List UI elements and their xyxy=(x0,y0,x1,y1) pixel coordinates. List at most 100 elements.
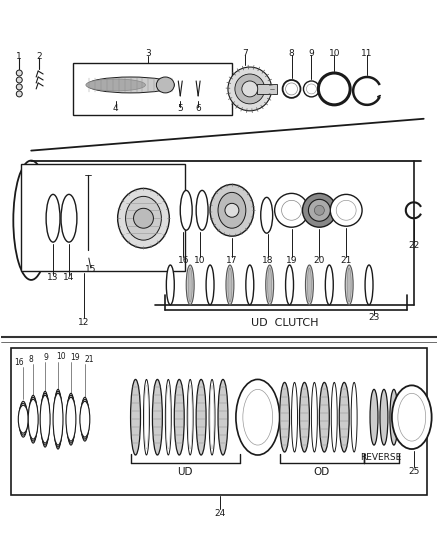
Ellipse shape xyxy=(134,208,153,228)
Text: 16: 16 xyxy=(177,255,189,264)
Ellipse shape xyxy=(225,203,239,217)
Ellipse shape xyxy=(61,195,77,242)
Ellipse shape xyxy=(209,379,215,455)
Ellipse shape xyxy=(336,200,356,220)
Text: 21: 21 xyxy=(340,255,352,264)
Ellipse shape xyxy=(218,192,246,228)
Text: 5: 5 xyxy=(177,104,183,114)
Ellipse shape xyxy=(266,265,274,305)
Text: 20: 20 xyxy=(314,255,325,264)
Ellipse shape xyxy=(330,195,362,226)
Ellipse shape xyxy=(325,265,333,305)
Ellipse shape xyxy=(235,74,265,104)
Ellipse shape xyxy=(311,382,318,452)
Ellipse shape xyxy=(152,379,162,455)
Text: 1: 1 xyxy=(16,52,22,61)
Ellipse shape xyxy=(319,382,329,452)
Ellipse shape xyxy=(46,195,60,242)
Ellipse shape xyxy=(218,379,228,455)
Ellipse shape xyxy=(380,389,388,445)
Text: 13: 13 xyxy=(47,273,59,282)
Ellipse shape xyxy=(67,395,75,443)
Ellipse shape xyxy=(19,403,28,435)
Ellipse shape xyxy=(307,268,311,302)
Ellipse shape xyxy=(300,382,309,452)
Ellipse shape xyxy=(347,268,351,302)
Ellipse shape xyxy=(54,389,62,449)
Ellipse shape xyxy=(80,401,90,437)
Text: 9: 9 xyxy=(44,353,49,362)
Ellipse shape xyxy=(131,379,141,455)
Ellipse shape xyxy=(228,67,272,111)
Ellipse shape xyxy=(282,200,301,220)
Ellipse shape xyxy=(180,190,192,230)
Text: UD: UD xyxy=(177,467,193,477)
Text: 19: 19 xyxy=(70,353,80,362)
Ellipse shape xyxy=(268,268,272,302)
Ellipse shape xyxy=(87,77,174,93)
Ellipse shape xyxy=(67,393,75,445)
Ellipse shape xyxy=(28,399,38,439)
Ellipse shape xyxy=(126,196,161,240)
Ellipse shape xyxy=(166,385,170,449)
Ellipse shape xyxy=(392,385,431,449)
Ellipse shape xyxy=(188,268,192,302)
Ellipse shape xyxy=(279,382,290,452)
Ellipse shape xyxy=(304,81,319,97)
Ellipse shape xyxy=(174,379,184,455)
Text: 4: 4 xyxy=(113,104,118,114)
Text: 7: 7 xyxy=(242,49,248,58)
Ellipse shape xyxy=(236,379,279,455)
Ellipse shape xyxy=(307,84,316,94)
Text: OD: OD xyxy=(314,467,330,477)
Ellipse shape xyxy=(13,160,49,280)
Ellipse shape xyxy=(370,389,378,445)
Ellipse shape xyxy=(308,199,330,221)
Text: 8: 8 xyxy=(289,49,294,58)
Ellipse shape xyxy=(81,397,89,441)
Text: 16: 16 xyxy=(14,358,24,367)
Text: 6: 6 xyxy=(195,104,201,114)
Text: 14: 14 xyxy=(63,273,74,282)
Ellipse shape xyxy=(206,265,214,305)
Ellipse shape xyxy=(41,391,49,447)
Text: 19: 19 xyxy=(286,255,297,264)
Text: 10: 10 xyxy=(328,49,340,58)
Ellipse shape xyxy=(29,395,37,443)
Ellipse shape xyxy=(314,205,324,215)
Ellipse shape xyxy=(187,379,193,455)
Ellipse shape xyxy=(339,382,349,452)
Ellipse shape xyxy=(210,184,254,236)
Ellipse shape xyxy=(144,379,149,455)
Ellipse shape xyxy=(243,389,273,445)
Text: 11: 11 xyxy=(361,49,373,58)
Ellipse shape xyxy=(41,393,49,445)
Bar xyxy=(257,84,277,94)
Ellipse shape xyxy=(345,265,353,305)
Ellipse shape xyxy=(283,80,300,98)
Ellipse shape xyxy=(331,382,337,452)
Bar xyxy=(11,348,427,495)
Ellipse shape xyxy=(16,84,22,90)
Ellipse shape xyxy=(261,197,273,233)
Ellipse shape xyxy=(196,190,208,230)
Ellipse shape xyxy=(186,265,194,305)
Ellipse shape xyxy=(228,268,232,302)
Ellipse shape xyxy=(165,379,171,455)
Ellipse shape xyxy=(303,193,336,227)
Text: 15: 15 xyxy=(85,265,96,274)
Ellipse shape xyxy=(40,395,50,443)
Ellipse shape xyxy=(286,83,297,95)
Ellipse shape xyxy=(242,81,258,97)
Ellipse shape xyxy=(66,397,76,441)
Ellipse shape xyxy=(305,265,314,305)
Ellipse shape xyxy=(398,393,426,441)
Ellipse shape xyxy=(118,188,170,248)
Ellipse shape xyxy=(166,265,174,305)
Text: 21: 21 xyxy=(84,355,94,364)
Text: 25: 25 xyxy=(408,467,420,477)
Bar xyxy=(73,63,232,115)
Ellipse shape xyxy=(246,265,254,305)
Text: 9: 9 xyxy=(308,49,314,58)
Ellipse shape xyxy=(53,393,63,445)
